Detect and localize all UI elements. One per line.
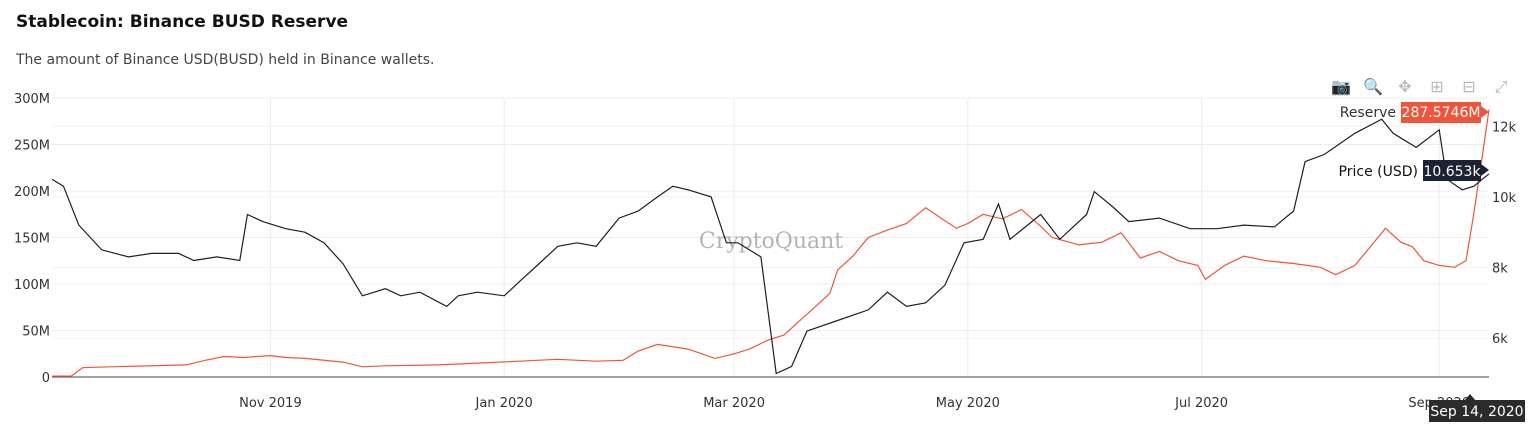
y-left-tick-label: 250M — [14, 139, 50, 154]
price-hover-value: 10.653k — [1423, 164, 1481, 180]
page-title: Stablecoin: Binance BUSD Reserve — [16, 12, 349, 32]
reserve-hover-value-bg — [1401, 102, 1481, 123]
reserve-series-line — [52, 109, 1490, 377]
autoscale-icon[interactable]: ⤢ — [1494, 77, 1508, 96]
y-left-tick-label: 50M — [22, 325, 50, 340]
y-left-tick-label: 300M — [14, 92, 50, 107]
date-hover-value: Sep 14, 2020 — [1430, 404, 1523, 420]
price-hover-pointer — [1481, 164, 1489, 176]
chart-toolbar: 📷 🔍 ✥ ⊞ ⊟ ⤢ — [1330, 77, 1522, 97]
y-left-tick-label: 0 — [42, 371, 50, 386]
reserve-hover-tag: Reserve 287.5746M — [1340, 102, 1489, 123]
reserve-hover-pointer — [1481, 106, 1489, 118]
price-hover-value-bg — [1423, 160, 1481, 181]
y-right-tick-label: 8k — [1492, 262, 1508, 277]
right-axis-ticks: 6k 8k 10k 12k — [1492, 120, 1517, 347]
date-hover-pointer — [1464, 394, 1476, 401]
x-tick-label: Mar 2020 — [703, 396, 765, 411]
watermark: CryptoQuant — [699, 229, 843, 254]
zoom-out-icon[interactable]: ⊟ — [1462, 77, 1476, 96]
y-left-tick-label: 150M — [14, 232, 50, 247]
y-left-tick-label: 100M — [14, 278, 50, 293]
y-left-tick-label: 200M — [14, 185, 50, 200]
date-hover-tag: Sep 14, 2020 — [1429, 394, 1525, 422]
pan-icon[interactable]: ✥ — [1398, 77, 1412, 96]
reserve-hover-label: Reserve — [1340, 105, 1396, 121]
x-tick-label: Jul 2020 — [1174, 396, 1228, 411]
price-hover-tag: Price (USD) 10.653k — [1339, 160, 1489, 181]
price-series-line — [51, 118, 1490, 375]
x-tick-label: Nov 2019 — [239, 396, 302, 411]
x-axis-ticks: Nov 2019 Jan 2020 Mar 2020 May 2020 Jul 2020… — [239, 396, 1470, 411]
zoom-in-icon[interactable]: ⊞ — [1430, 77, 1444, 96]
date-hover-bg — [1429, 400, 1525, 422]
y-right-tick-label: 10k — [1492, 191, 1517, 206]
y-right-tick-label: 6k — [1492, 332, 1508, 347]
x-tick-label: May 2020 — [936, 396, 1000, 411]
y-right-tick-label: 12k — [1492, 120, 1517, 135]
left-axis-ticks: 0 50M 100M 150M 200M 250M 300M — [14, 92, 50, 386]
x-tick-label: Jan 2020 — [475, 396, 533, 411]
zoom-icon[interactable]: 🔍 — [1363, 77, 1383, 96]
reserve-hover-value: 287.5746M — [1402, 105, 1481, 121]
camera-icon[interactable]: 📷 — [1331, 77, 1351, 96]
page-subtitle: The amount of Binance USD(BUSD) held in … — [16, 52, 435, 68]
price-hover-label: Price (USD) — [1339, 164, 1418, 180]
